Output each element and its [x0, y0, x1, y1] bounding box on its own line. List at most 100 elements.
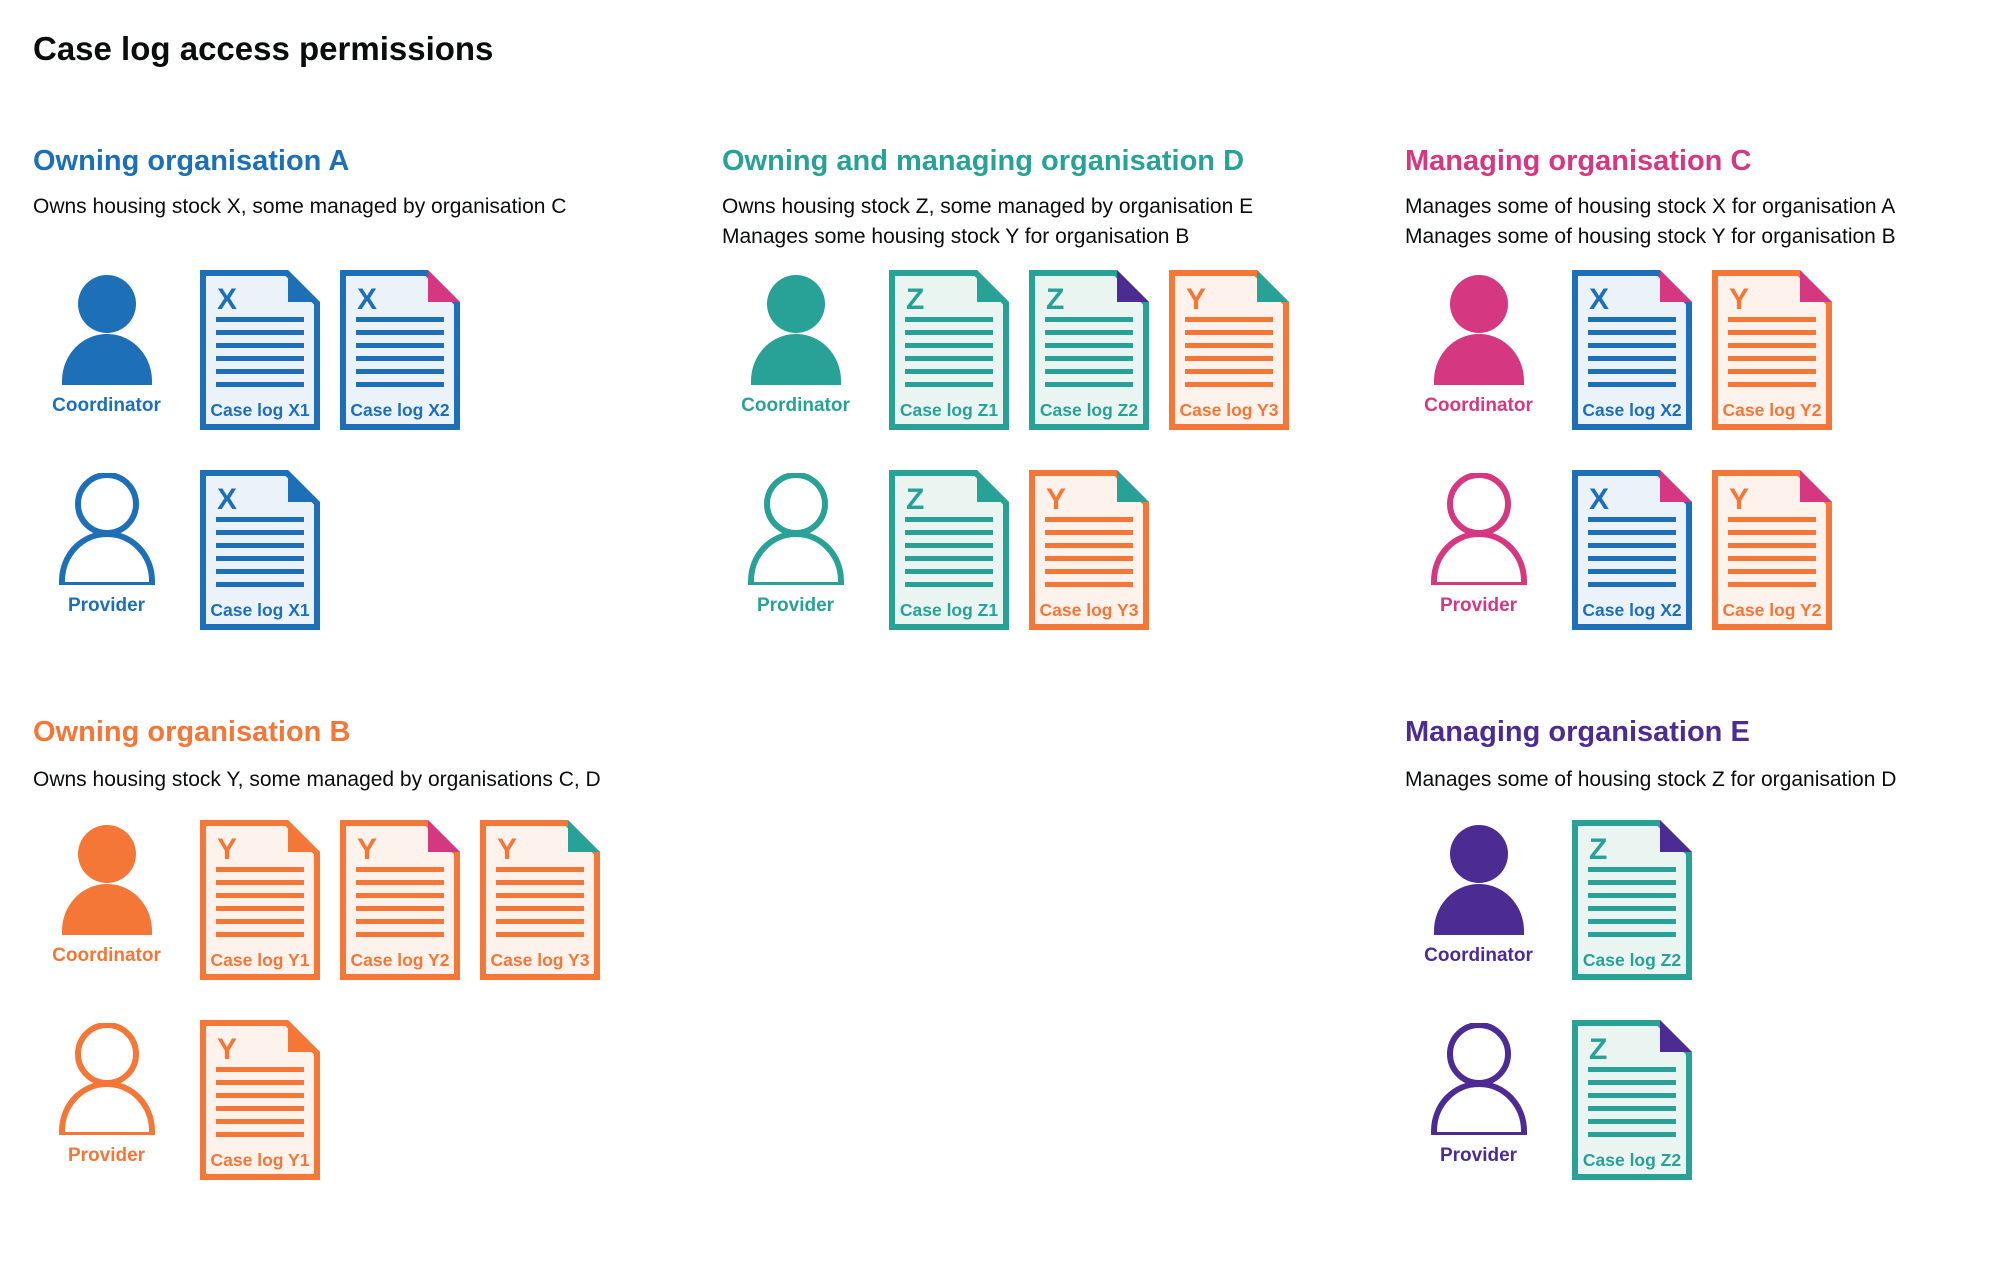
section-managing-organisation-c: Managing organisation C Manages some of … — [1405, 145, 1995, 630]
fold-corner-icon — [1660, 1020, 1692, 1052]
case-log-document: Y Case log Y2 — [1712, 470, 1832, 630]
doc-letter: Y — [357, 833, 377, 866]
section-description: Owns housing stock Y, some managed by or… — [33, 765, 601, 795]
description-line: Manages some of housing stock Y for orga… — [1405, 225, 1896, 248]
case-log-document: Z Case log Z2 — [1029, 270, 1149, 430]
provider-icon — [58, 1023, 155, 1135]
doc-label: Case log Y3 — [1180, 400, 1279, 420]
case-log-document: Y Case log Y2 — [340, 820, 460, 980]
section-managing-organisation-e: Managing organisation E Manages some of … — [1405, 716, 1995, 1180]
doc-letter: Y — [1046, 483, 1066, 516]
section-owning-organisation-a: Owning organisation A Owns housing stock… — [33, 145, 703, 630]
provider-row: Provider Z Case log Z2 — [1405, 1020, 1692, 1180]
section-description: Owns housing stock Z, some managed by or… — [722, 192, 1253, 252]
section-heading: Owning organisation A — [33, 145, 350, 177]
doc-label: Case log Z1 — [900, 400, 998, 420]
fold-corner-icon — [1660, 270, 1692, 302]
provider-row: Provider X Case log X1 — [33, 470, 320, 630]
doc-label: Case log X2 — [1582, 400, 1681, 420]
doc-letter: Z — [1589, 1033, 1607, 1066]
fold-corner-icon — [288, 1020, 320, 1052]
doc-label: Case log Y2 — [1723, 600, 1822, 620]
case-log-document: Z Case log Z1 — [889, 270, 1009, 430]
doc-letter: Z — [906, 283, 924, 316]
role-label: Provider — [1439, 1145, 1518, 1166]
fold-corner-icon — [1660, 470, 1692, 502]
fold-corner-icon — [977, 470, 1009, 502]
fold-corner-icon — [1800, 470, 1832, 502]
doc-label: Case log Z2 — [1040, 400, 1138, 420]
doc-label: Case log Y3 — [1040, 600, 1139, 620]
fold-corner-icon — [428, 270, 460, 302]
fold-corner-icon — [1800, 270, 1832, 302]
case-log-document: Z Case log Z2 — [1572, 820, 1692, 980]
doc-letter: X — [217, 283, 237, 316]
provider-icon — [1430, 1023, 1527, 1135]
doc-letter: Z — [1589, 833, 1607, 866]
coordinator-row: Coordinator Y Case log Y1 Y Case log Y2 Y Case… — [33, 820, 600, 980]
role-label: Provider — [67, 1145, 146, 1166]
case-log-document: Y Case log Y3 — [1169, 270, 1289, 430]
case-log-document: Z Case log Z1 — [889, 470, 1009, 630]
case-log-document: Y Case log Y2 — [1712, 270, 1832, 430]
case-log-document: X Case log X1 — [200, 270, 320, 430]
section-heading: Managing organisation E — [1405, 716, 1750, 748]
coordinator-row: Coordinator Z Case log Z2 — [1405, 820, 1692, 980]
case-log-document: Y Case log Y1 — [200, 1020, 320, 1180]
role-label: Coordinator — [1424, 395, 1533, 416]
coordinator-icon — [61, 825, 152, 935]
provider-icon — [1430, 473, 1527, 585]
fold-corner-icon — [977, 270, 1009, 302]
provider-icon — [747, 473, 844, 585]
doc-letter: Y — [497, 833, 517, 866]
doc-label: Case log Z1 — [900, 600, 998, 620]
role-label: Coordinator — [52, 945, 161, 966]
fold-corner-icon — [568, 820, 600, 852]
doc-label: Case log X1 — [210, 400, 309, 420]
doc-letter: Y — [1729, 283, 1749, 316]
section-owning-organisation-b: Owning organisation B Owns housing stock… — [33, 717, 703, 1180]
doc-letter: Y — [1186, 283, 1206, 316]
section-description: Manages some of housing stock X for orga… — [1405, 192, 1896, 252]
coordinator-row: Coordinator X Case log X1 X Case log X2 — [33, 270, 460, 430]
person-block: Coordinator — [33, 270, 180, 417]
page-title: Case log access permissions — [33, 30, 494, 67]
case-log-document: Y Case log Y3 — [1029, 470, 1149, 630]
fold-corner-icon — [288, 470, 320, 502]
doc-label: Case log Y1 — [211, 950, 310, 970]
person-block: Provider — [722, 470, 869, 617]
coordinator-row: Coordinator Z Case log Z1 Z Case log Z2 Y Case… — [722, 270, 1289, 430]
doc-label: Case log Z2 — [1583, 1150, 1681, 1170]
person-block: Coordinator — [33, 820, 180, 967]
coordinator-icon — [1433, 825, 1524, 935]
doc-label: Case log X1 — [210, 600, 309, 620]
doc-label: Case log Z2 — [1583, 950, 1681, 970]
case-log-document: Y Case log Y1 — [200, 820, 320, 980]
section-owning-and-managing-organisation-d: Owning and managing organisation D Owns … — [722, 146, 1387, 630]
doc-letter: Y — [217, 1033, 237, 1066]
provider-icon — [58, 473, 155, 585]
fold-corner-icon — [1660, 820, 1692, 852]
doc-label: Case log Y1 — [211, 1150, 310, 1170]
section-heading: Managing organisation C — [1405, 145, 1752, 177]
doc-label: Case log X2 — [350, 400, 449, 420]
doc-letter: Y — [1729, 483, 1749, 516]
section-description: Owns housing stock X, some managed by or… — [33, 192, 566, 222]
fold-corner-icon — [428, 820, 460, 852]
description-line: Manages some of housing stock Z for orga… — [1405, 768, 1897, 791]
role-label: Provider — [1439, 595, 1518, 616]
doc-letter: Y — [217, 833, 237, 866]
person-block: Provider — [1405, 470, 1552, 617]
role-label: Coordinator — [52, 395, 161, 416]
case-log-document: X Case log X2 — [1572, 470, 1692, 630]
doc-label: Case log Y2 — [1723, 400, 1822, 420]
case-log-document: Z Case log Z2 — [1572, 1020, 1692, 1180]
doc-letter: Z — [1046, 283, 1064, 316]
doc-label: Case log Y3 — [491, 950, 590, 970]
person-block: Coordinator — [1405, 820, 1552, 967]
fold-corner-icon — [1117, 270, 1149, 302]
person-block: Provider — [33, 1020, 180, 1167]
fold-corner-icon — [1117, 470, 1149, 502]
description-line: Manages some of housing stock X for orga… — [1405, 195, 1896, 218]
